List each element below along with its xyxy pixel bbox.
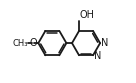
Text: O: O [29,38,37,48]
Text: CH₃: CH₃ [13,39,28,48]
Text: N: N [94,51,101,61]
Text: N: N [101,38,108,48]
Text: OH: OH [80,10,95,20]
